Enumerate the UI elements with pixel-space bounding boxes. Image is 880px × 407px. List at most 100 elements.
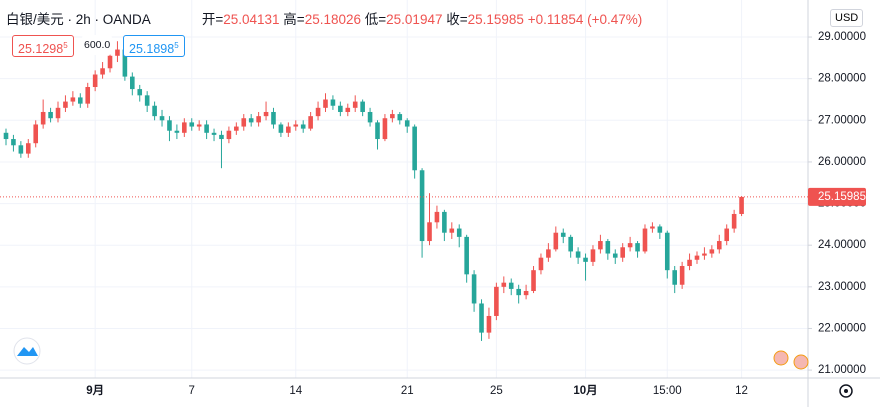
ask-sup: 5 (174, 41, 179, 50)
candle-body (731, 213, 737, 229)
candle-body (724, 228, 730, 242)
candle-body (404, 120, 410, 127)
candle-body (360, 101, 365, 112)
candle-body (679, 266, 685, 285)
settings-icon[interactable] (839, 384, 853, 398)
candle-body (575, 251, 581, 258)
candle-body (204, 124, 209, 133)
x-tick-label: 10月 (573, 384, 597, 397)
buy-button[interactable]: 25.18985 (123, 35, 185, 57)
candle-body (300, 124, 306, 129)
x-tick-label: 25 (490, 385, 503, 397)
symbol[interactable]: 白银/美元 (6, 12, 64, 27)
y-tick-label: 27.00000 (818, 114, 866, 126)
candle-body (211, 132, 217, 135)
ohlc-label: 高= (283, 12, 305, 27)
candle-body (78, 97, 83, 104)
ohlc-value: 25.04131 (223, 12, 280, 27)
candle-body (375, 122, 380, 140)
candle-body (642, 228, 648, 252)
candle-body (620, 247, 625, 258)
legend: 白银/美元 · 2h · OANDA 开=25.04131 高=25.18026… (6, 12, 643, 27)
y-tick-label: 23.00000 (818, 281, 866, 293)
y-tick-label: 26.00000 (818, 156, 866, 168)
y-tick-label: 29.00000 (818, 31, 866, 43)
candle-body (716, 241, 722, 250)
candle-body (182, 122, 187, 133)
candle-body (501, 282, 507, 287)
candle-body (152, 105, 157, 117)
candle-body (419, 170, 425, 242)
candle-body (702, 253, 707, 256)
interval[interactable]: 2h (75, 12, 91, 27)
candle-body (412, 126, 417, 171)
x-tick-label: 15:00 (653, 385, 682, 397)
ohlc-label: 低= (364, 12, 387, 27)
candle-body (449, 228, 455, 233)
candle-body (479, 303, 484, 333)
logo[interactable] (13, 337, 41, 365)
candle-body (516, 288, 521, 296)
candle-body (538, 257, 544, 271)
candle-body (278, 124, 284, 133)
x-tick-label: 21 (401, 385, 414, 397)
candle-body (382, 118, 388, 140)
source: OANDA (102, 12, 151, 27)
ohlc-label: 开= (201, 12, 224, 27)
candle-body (672, 270, 677, 285)
candle-body (694, 255, 700, 260)
candle-body (63, 101, 68, 108)
bid: 25.1298 (18, 42, 64, 57)
candle-body (248, 118, 254, 123)
candle-body (189, 122, 195, 127)
candle-body (315, 107, 321, 117)
candle-body (345, 107, 351, 112)
ohlc-value: 25.01947 (386, 12, 443, 27)
candle-body (523, 290, 529, 296)
candle-body (590, 249, 596, 262)
last-price-label: 25.15985 (818, 191, 866, 203)
candle-body (18, 145, 24, 154)
sell-button[interactable]: 25.12985 (12, 35, 74, 57)
x-tick-label: 14 (289, 385, 302, 397)
candle-body (174, 130, 180, 133)
candle-body (464, 236, 469, 275)
candle-body (25, 143, 31, 154)
event-flags[interactable] (773, 350, 809, 370)
last-price-badge (808, 187, 866, 206)
x-tick-label: 9月 (86, 384, 104, 397)
candle-body (664, 232, 670, 271)
candle-body (627, 243, 633, 248)
candle-body (657, 226, 663, 233)
candle-body (330, 99, 336, 106)
candle-body (598, 241, 603, 250)
candle-body (338, 105, 343, 112)
candle-body (308, 116, 313, 129)
ohlc-label: 收= (446, 12, 468, 27)
candle-body (367, 111, 373, 123)
candle-body (427, 222, 432, 242)
candle-body (263, 111, 269, 117)
candle-body (739, 196, 744, 214)
candle-body (100, 68, 105, 75)
candle-body (70, 97, 76, 102)
candle-body (107, 55, 113, 69)
candle-body (568, 236, 573, 252)
ohlc-value: +0.11854 (+0.47%) (527, 12, 643, 27)
candle-body (219, 134, 224, 140)
candle-body (605, 241, 611, 254)
candle-body (352, 101, 358, 108)
candle-body (583, 257, 588, 262)
candle-body (196, 124, 202, 127)
candle-body (271, 111, 276, 125)
candle-body (508, 282, 514, 289)
currency[interactable]: USD (830, 9, 864, 27)
candle-body (234, 126, 239, 131)
candle-body (3, 132, 9, 140)
candle-body (293, 124, 299, 127)
ohlc-value: 25.15985 (467, 12, 524, 27)
candle-body (390, 114, 395, 119)
candle-body (256, 116, 261, 123)
candle-body (531, 270, 536, 291)
